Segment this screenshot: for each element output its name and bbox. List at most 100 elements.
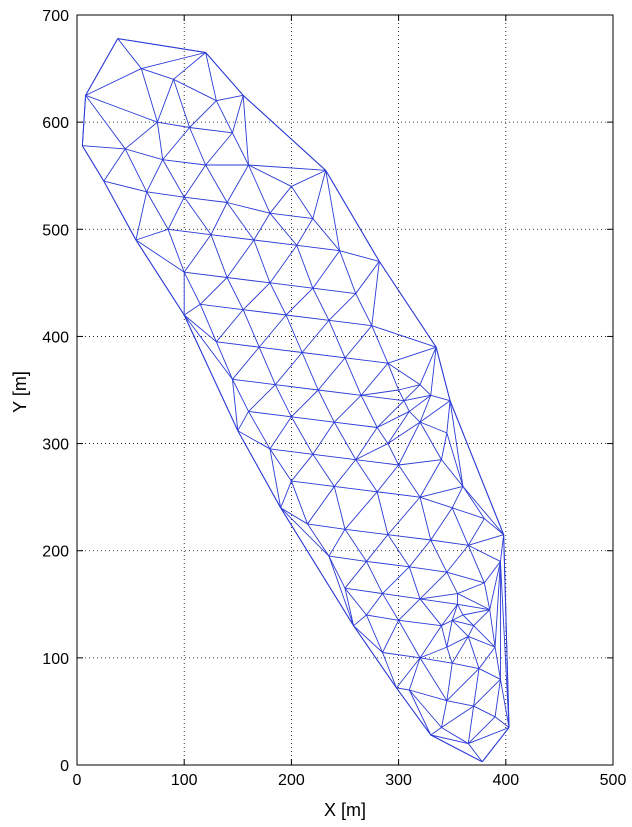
mesh-edge [333, 395, 362, 423]
boundary-edge [205, 52, 244, 96]
mesh-edge [199, 304, 217, 342]
mesh-edge [451, 636, 469, 664]
mesh-edge [328, 555, 367, 562]
mesh-edge [328, 555, 346, 589]
mesh-edge [269, 282, 287, 316]
mesh-edge [419, 593, 458, 600]
y-tick-label: 0 [60, 758, 69, 775]
mesh-edge [361, 389, 399, 396]
mesh-edge [441, 604, 458, 626]
mesh-edge [259, 346, 303, 353]
mesh-edge [468, 636, 496, 648]
mesh-edge [328, 319, 372, 327]
mesh-edge [333, 421, 357, 460]
mesh-edge [408, 689, 442, 728]
mesh-edge [146, 191, 169, 230]
mesh-edge [468, 727, 510, 744]
boundary-edge [449, 400, 505, 535]
mesh-edge [141, 52, 206, 70]
mesh-edge [430, 539, 448, 573]
mesh-edge [205, 52, 217, 101]
x-axis-label: X [m] [324, 800, 366, 820]
mesh-edge [473, 668, 480, 707]
mesh-edge [146, 159, 164, 192]
y-tick-label: 600 [42, 115, 69, 132]
mesh-edge [478, 668, 501, 680]
mesh-edge [430, 539, 469, 546]
mesh-edge [419, 496, 453, 509]
boundary-edge [280, 507, 355, 626]
mesh-edge [328, 529, 346, 557]
mesh-edge [419, 395, 432, 423]
mesh-edge [210, 234, 254, 241]
mesh-edge [473, 678, 501, 707]
mesh-edge [237, 430, 271, 450]
mesh-edge [199, 277, 228, 305]
mesh-edge [344, 588, 355, 626]
mesh-edge [189, 127, 207, 166]
mesh-edge [467, 743, 483, 763]
mesh-edge [355, 293, 373, 326]
mesh-edge [317, 389, 335, 423]
x-tick-label: 500 [600, 772, 627, 789]
mesh-edge [467, 706, 475, 744]
mesh-edge [183, 314, 217, 343]
x-tick-label: 0 [73, 772, 82, 789]
mesh-edge [269, 448, 292, 482]
mesh-edge [467, 625, 475, 637]
mesh-edge [242, 309, 260, 348]
boundary-edge [183, 314, 239, 431]
mesh-edge [344, 529, 367, 562]
mesh-edge [344, 528, 388, 536]
mesh-edge [452, 619, 474, 627]
mesh-edge [409, 411, 421, 423]
mesh-edge [269, 245, 298, 284]
mesh-edge [462, 614, 474, 627]
mesh-edge [205, 164, 228, 203]
mesh-edge [446, 571, 458, 594]
mesh-edge [333, 486, 346, 530]
mesh-edge [243, 309, 287, 316]
mesh-edge [275, 384, 319, 391]
mesh-edge [403, 384, 421, 402]
mesh-edge [398, 389, 405, 401]
mesh-edge [366, 561, 383, 594]
mesh-edge [387, 346, 437, 364]
mesh-edge [382, 652, 397, 689]
mesh-edge [258, 314, 287, 348]
mesh-edge [253, 239, 297, 246]
mesh-edge [157, 121, 190, 128]
mesh-edge [457, 593, 490, 611]
mesh-edge [226, 164, 249, 203]
mesh-edge [253, 239, 271, 284]
mesh-edge [382, 593, 399, 621]
mesh-edge [216, 309, 244, 343]
mesh-edge [376, 411, 410, 428]
mesh-edge [441, 459, 464, 487]
mesh-edge [355, 459, 399, 466]
mesh-edge [499, 679, 510, 728]
mesh-edge [232, 132, 249, 166]
mesh-edge [441, 619, 453, 627]
mesh-edge [387, 362, 421, 386]
boundary-edge [353, 625, 397, 689]
mesh-edge [451, 620, 469, 637]
mesh-edge [382, 566, 410, 594]
mesh-edge [446, 571, 485, 584]
mesh-edge [291, 480, 335, 487]
mesh-edge [377, 491, 421, 498]
mesh-edge [409, 394, 432, 412]
mesh-edge [382, 593, 421, 600]
mesh-edge [103, 148, 126, 182]
mesh-edge [168, 228, 212, 236]
mesh-edge [494, 679, 501, 717]
boundary-edge [103, 180, 137, 241]
boundary-edge [81, 95, 87, 146]
mesh-edge [446, 663, 453, 701]
mesh-edge [451, 614, 464, 621]
mesh-edge [248, 164, 271, 214]
mesh-edge [296, 244, 340, 252]
mesh-edge [269, 448, 282, 508]
mesh-edge [419, 346, 437, 385]
y-tick-label: 400 [42, 329, 69, 346]
